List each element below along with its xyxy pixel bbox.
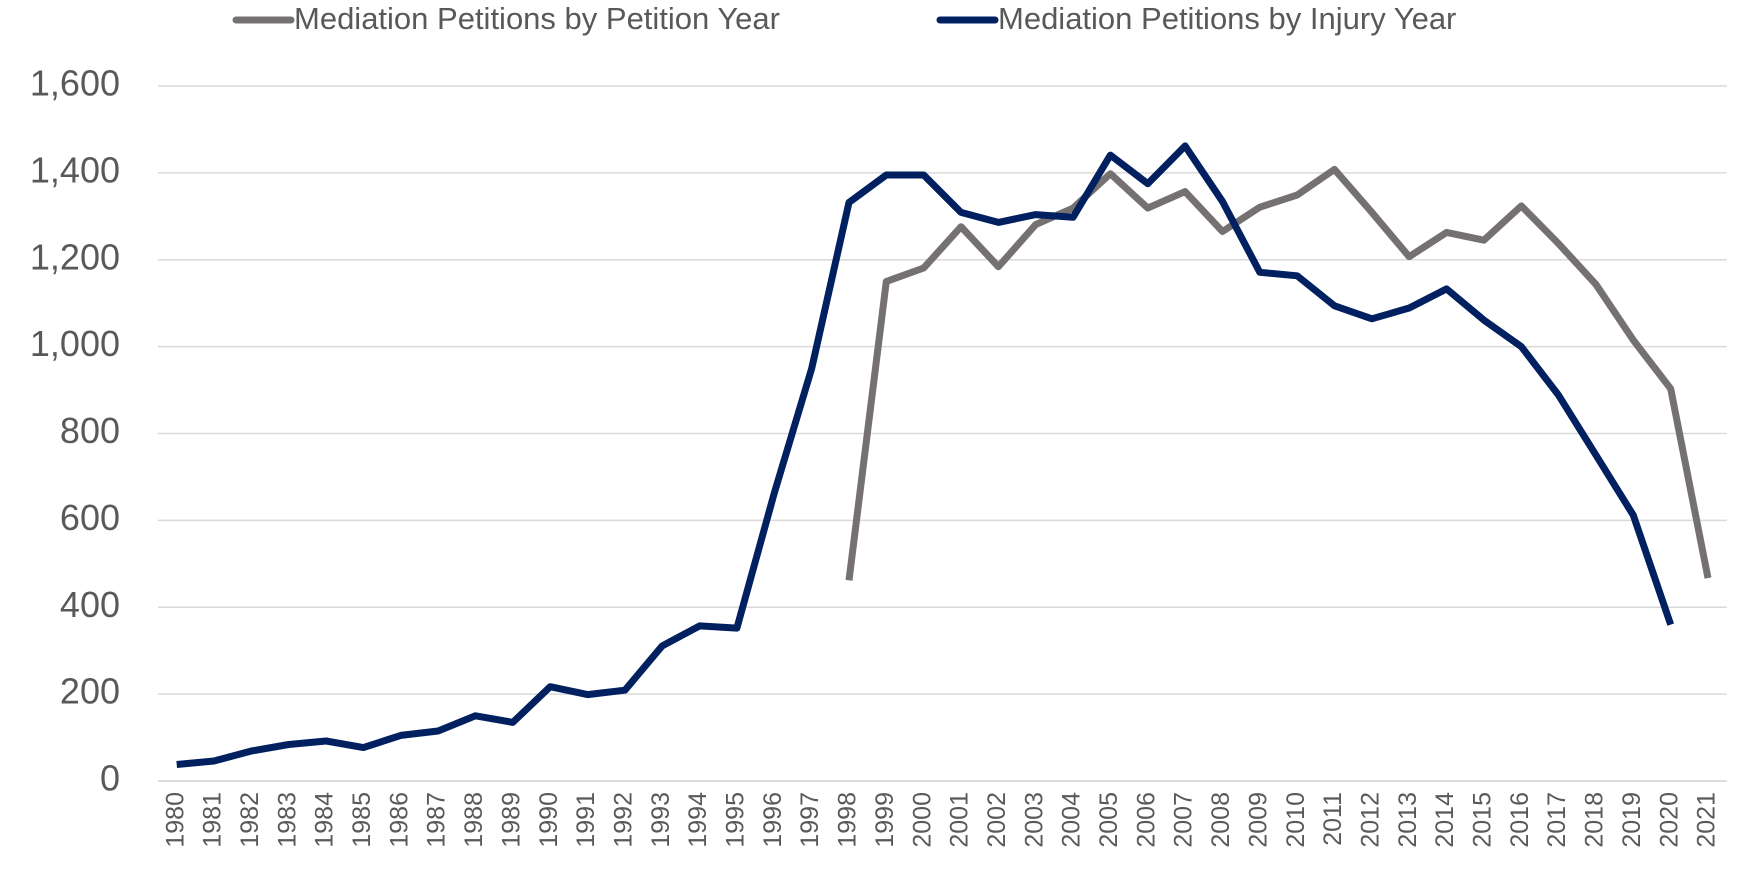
x-tick-label: 1990: [535, 792, 563, 848]
y-tick-label: 400: [60, 584, 120, 625]
y-tick-label: 1,000: [30, 323, 120, 364]
y-tick-label: 200: [60, 671, 120, 712]
x-tick-label: 2018: [1581, 792, 1609, 848]
x-tick-label: 2019: [1618, 792, 1646, 848]
series-line: [176, 142, 1675, 768]
y-tick-label: 0: [100, 758, 120, 799]
x-tick-label: 1994: [684, 792, 712, 848]
x-tick-label: 1988: [460, 792, 488, 848]
x-tick-label: 2005: [1095, 792, 1123, 848]
x-tick-label: 1983: [273, 792, 301, 848]
x-tick-label: 1986: [385, 792, 413, 848]
x-tick-label: 2017: [1543, 792, 1571, 848]
x-tick-label: 2010: [1282, 792, 1310, 848]
x-tick-label: 1995: [722, 792, 750, 848]
x-tick-label: 2000: [908, 792, 936, 848]
x-tick-label: 2013: [1394, 792, 1422, 848]
y-tick-label: 1,400: [30, 149, 120, 190]
x-tick-label: 2015: [1469, 792, 1497, 848]
y-tick-label: 1,600: [30, 63, 120, 104]
x-tick-label: 1989: [497, 792, 525, 848]
x-tick-label: 2004: [1058, 792, 1086, 848]
x-tick-label: 1982: [236, 792, 264, 848]
legend-label: Mediation Petitions by Petition Year: [294, 1, 780, 36]
y-tick-label: 800: [60, 410, 120, 451]
x-tick-label: 1992: [609, 792, 637, 848]
x-tick-label: 2014: [1431, 792, 1459, 848]
x-tick-label: 2009: [1244, 792, 1272, 848]
y-tick-label: 1,200: [30, 236, 120, 277]
legend-label: Mediation Petitions by Injury Year: [998, 1, 1456, 36]
x-tick-label: 2002: [983, 792, 1011, 848]
x-tick-label: 2020: [1655, 792, 1683, 848]
x-tick-label: 2001: [946, 792, 974, 848]
x-tick-label: 1985: [348, 792, 376, 848]
x-tick-label: 1984: [311, 792, 339, 848]
x-tick-label: 1999: [871, 792, 899, 848]
x-tick-label: 2011: [1319, 792, 1347, 846]
x-tick-label: 1996: [759, 792, 787, 848]
x-tick-label: 1987: [423, 792, 451, 848]
x-tick-label: 1993: [647, 792, 675, 848]
series-line: [845, 165, 1712, 581]
x-tick-label: 2016: [1506, 792, 1534, 848]
x-tick-label: 2021: [1693, 792, 1721, 848]
x-tick-label: 2003: [1020, 792, 1048, 848]
x-tick-label: 1998: [834, 792, 862, 848]
x-tick-label: 2007: [1170, 792, 1198, 848]
x-tick-label: 1997: [796, 792, 824, 848]
x-tick-label: 2012: [1356, 792, 1384, 848]
x-tick-label: 2008: [1207, 792, 1235, 848]
x-tick-label: 1981: [199, 792, 227, 848]
x-tick-label: 2006: [1132, 792, 1160, 848]
y-tick-label: 600: [60, 497, 120, 538]
x-tick-label: 1991: [572, 792, 600, 848]
x-tick-label: 1980: [161, 792, 189, 848]
